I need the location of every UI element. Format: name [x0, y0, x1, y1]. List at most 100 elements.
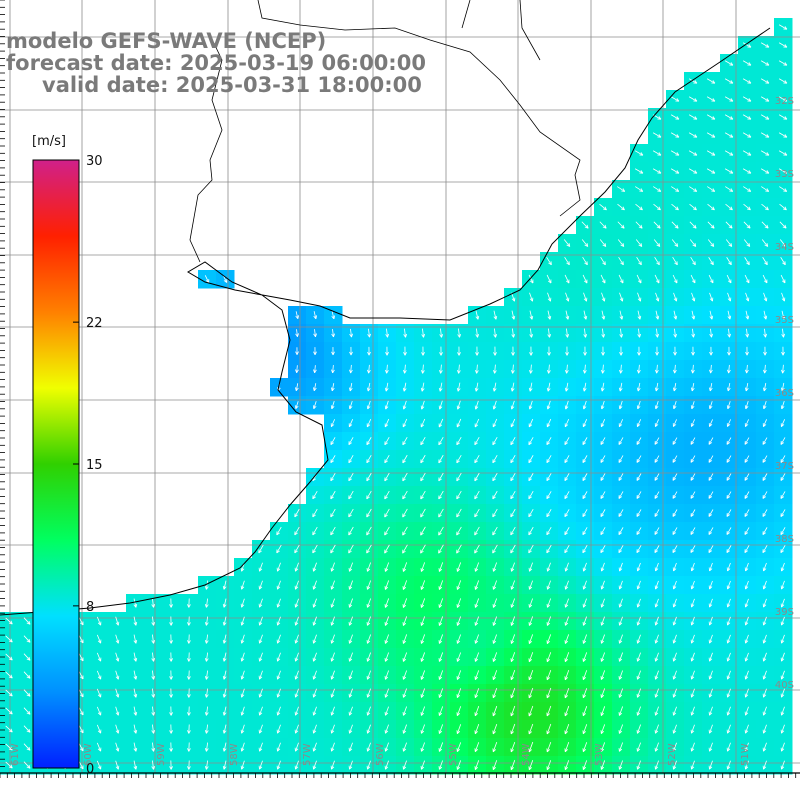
- lon-label: 52W: [667, 743, 678, 766]
- wind-arrow: [564, 652, 570, 663]
- wind-arrow: [745, 346, 749, 356]
- wind-arrow: [762, 491, 768, 499]
- wind-arrow: [438, 616, 444, 626]
- wind-arrow: [601, 292, 606, 302]
- wind-arrow: [744, 257, 750, 266]
- border-line: [257, 0, 581, 217]
- wind-arrow: [742, 78, 752, 84]
- wind-arrow: [96, 742, 102, 752]
- wind-arrow: [529, 328, 534, 338]
- wind-arrow: [582, 652, 588, 662]
- wind-arrow: [258, 670, 263, 680]
- wind-arrow: [420, 526, 426, 536]
- wind-arrow: [151, 616, 156, 626]
- wind-arrow: [726, 742, 731, 752]
- wind-arrow: [529, 310, 534, 320]
- wind-arrow: [492, 454, 498, 464]
- wind-arrow: [726, 473, 732, 481]
- wind-arrow: [724, 150, 734, 156]
- wind-arrow: [636, 724, 641, 734]
- wind-arrow: [654, 634, 659, 644]
- wind-arrow: [600, 724, 606, 734]
- wind-arrow: [294, 401, 299, 410]
- wind-arrow: [670, 132, 680, 138]
- wind-arrow: [690, 706, 695, 716]
- wind-arrow: [456, 706, 462, 717]
- wind-arrow: [493, 310, 498, 320]
- wind-arrow: [276, 724, 281, 734]
- wind-arrow: [762, 473, 768, 481]
- wind-arrow: [780, 437, 786, 445]
- wind-arrow: [546, 526, 552, 536]
- wind-arrow: [240, 742, 245, 752]
- wind-arrow: [295, 347, 299, 355]
- wind-arrow: [475, 310, 480, 320]
- wind-arrow: [690, 473, 696, 481]
- wind-arrow: [528, 616, 534, 626]
- wind-arrow: [618, 455, 624, 463]
- wind-arrow: [204, 706, 209, 716]
- wind-arrow: [312, 562, 317, 572]
- wind-arrow: [763, 364, 767, 374]
- wind-arrow: [546, 418, 552, 428]
- wind-arrow: [708, 257, 714, 266]
- wind-arrow: [492, 437, 498, 446]
- wind-arrow: [438, 580, 444, 590]
- wind-arrow: [312, 634, 317, 644]
- wind-arrow: [546, 634, 552, 644]
- wind-arrow: [510, 473, 516, 482]
- wind-arrow: [582, 598, 587, 608]
- wind-arrow: [510, 418, 516, 428]
- wind-arrow: [654, 706, 659, 716]
- wind-arrow: [510, 455, 516, 464]
- wind-arrow: [564, 364, 569, 374]
- wind-arrow: [366, 490, 372, 500]
- wind-arrow: [600, 742, 606, 752]
- wind-arrow: [348, 670, 353, 680]
- wind-arrow: [258, 688, 263, 698]
- wind-arrow: [618, 760, 624, 770]
- wind-arrow: [474, 562, 480, 572]
- lon-label: 53W: [594, 743, 605, 766]
- wind-arrow: [438, 598, 444, 608]
- wind-arrow: [780, 562, 785, 572]
- wind-arrow: [762, 688, 767, 698]
- wind-arrow: [204, 670, 209, 680]
- wind-arrow: [582, 670, 588, 681]
- wind-arrow: [96, 706, 102, 716]
- wind-arrow: [96, 670, 102, 680]
- wind-arrow: [618, 562, 623, 572]
- wind-arrow: [671, 186, 680, 192]
- wind-arrow: [582, 274, 588, 284]
- wind-arrow: [670, 150, 680, 156]
- wind-arrow: [240, 670, 245, 680]
- wind-arrow: [420, 472, 426, 482]
- wind-arrow: [349, 346, 353, 356]
- wind-arrow: [672, 706, 677, 716]
- lat-lon-grid: [0, 0, 800, 773]
- wind-arrow: [187, 742, 191, 752]
- wind-arrow: [204, 616, 209, 626]
- wind-arrow: [240, 688, 245, 698]
- wind-arrow: [673, 310, 678, 320]
- wind-arrow: [438, 544, 444, 554]
- wind-arrow: [312, 401, 317, 410]
- wind-arrow: [762, 616, 767, 626]
- wind-arrow: [78, 634, 84, 644]
- wind-arrow: [726, 616, 731, 626]
- wind-arrow: [724, 96, 734, 102]
- colorbar: 30 22 15 8 0: [32, 154, 103, 777]
- wind-arrow: [492, 723, 498, 735]
- wind-arrow: [546, 705, 552, 717]
- wind-arrow: [673, 346, 677, 356]
- wind-arrow: [222, 616, 227, 626]
- wind-arrow: [637, 346, 641, 356]
- colorbar-tick-label: 0: [86, 762, 94, 777]
- wind-arrow: [600, 562, 605, 572]
- wind-arrow: [634, 168, 644, 174]
- wind-arrow: [690, 616, 695, 626]
- wind-arrow: [618, 437, 624, 445]
- wind-arrow: [366, 508, 372, 518]
- wind-arrow: [330, 706, 335, 716]
- map-frame: [0, 0, 800, 778]
